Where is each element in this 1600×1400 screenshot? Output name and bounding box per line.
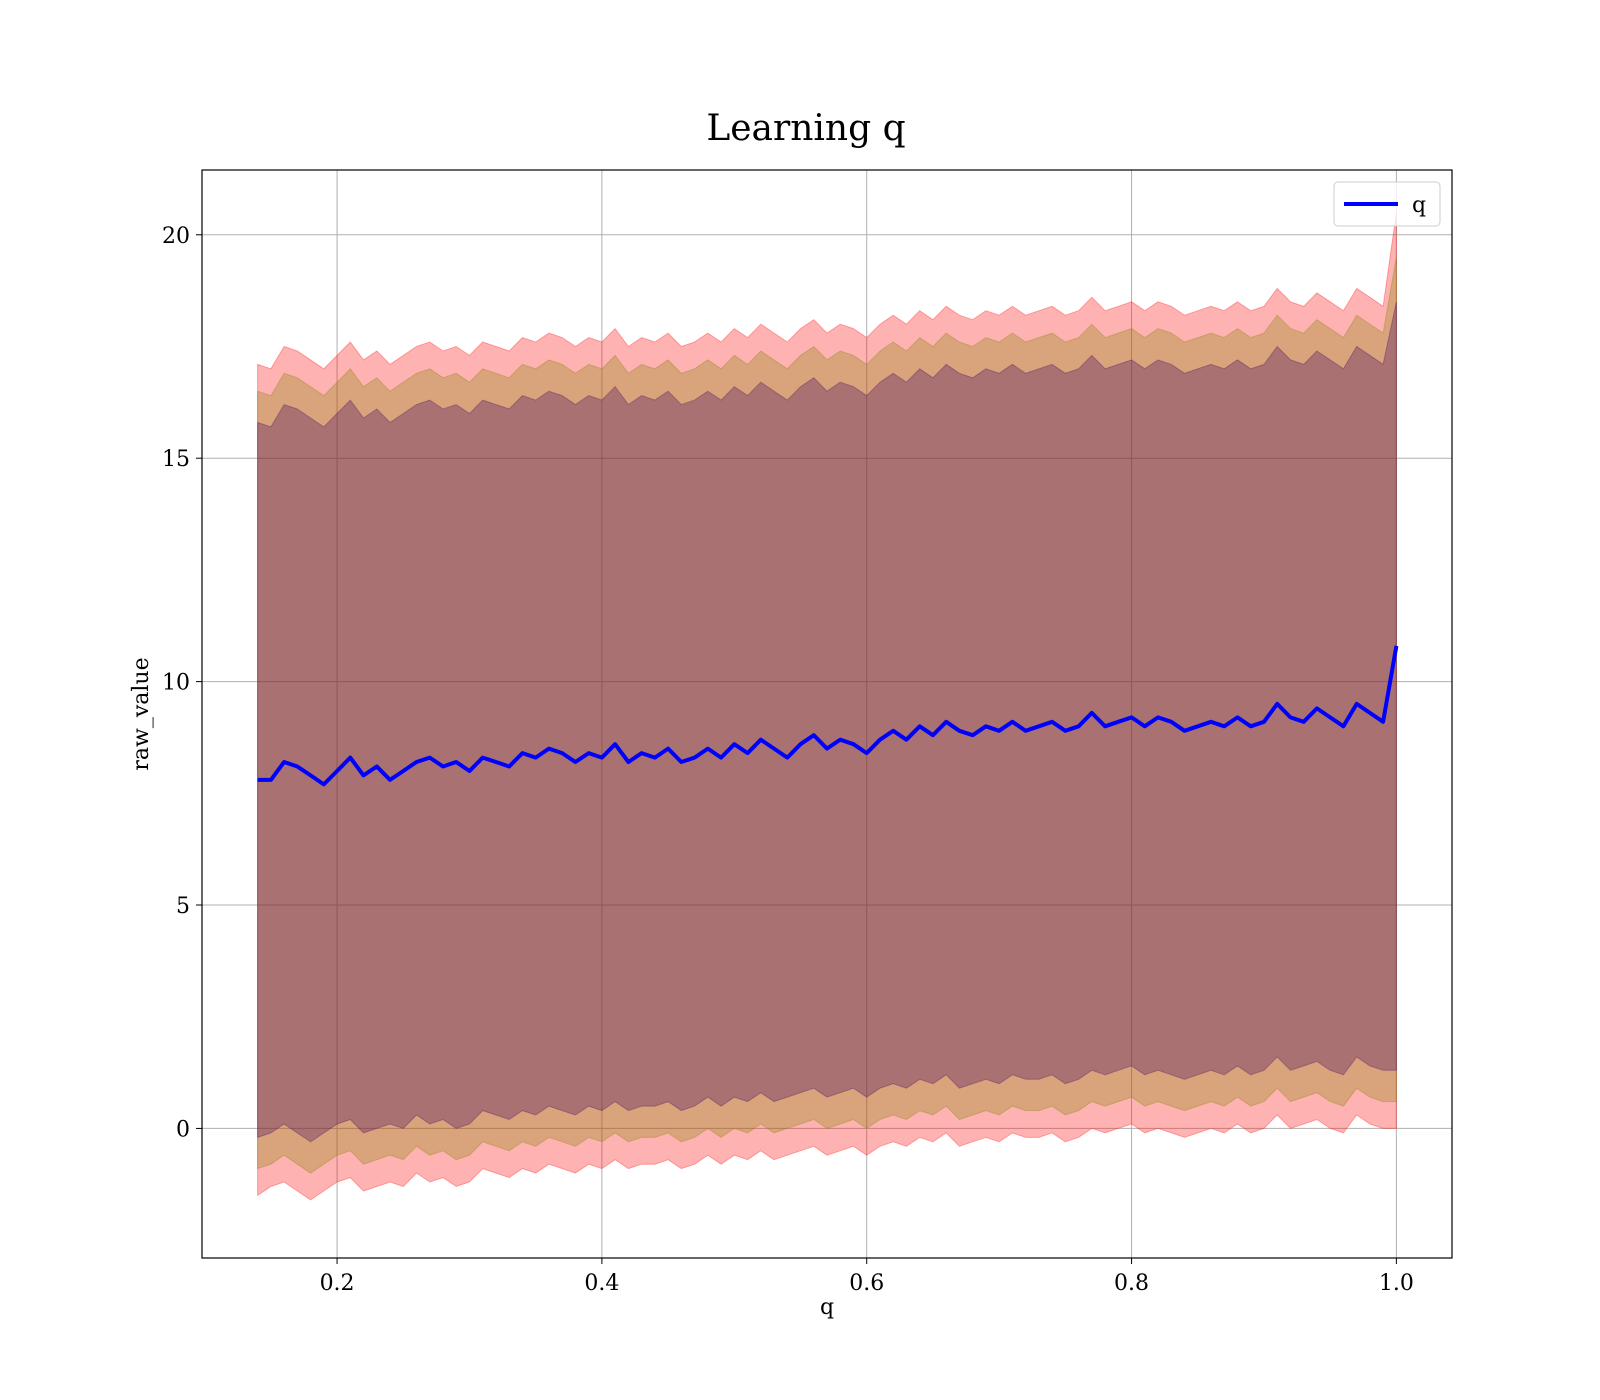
band-2 — [257, 301, 1397, 1143]
x-tick-label: 1.0 — [1379, 1271, 1414, 1296]
grid — [202, 170, 1452, 1258]
y-tick-label: 5 — [176, 894, 190, 919]
x-tick-label: 0.6 — [849, 1271, 884, 1296]
y-axis-ticks: 0 5 10 15 20 — [162, 224, 202, 1142]
confidence-bands — [257, 212, 1397, 1201]
plot-frame — [201, 169, 1453, 1259]
series-lines — [257, 645, 1399, 787]
chart-title: Learning q — [706, 108, 905, 149]
x-tick-label: 0.4 — [584, 1271, 619, 1296]
y-tick-label: 0 — [176, 1117, 190, 1142]
legend: q — [1333, 181, 1441, 227]
y-tick-label: 20 — [162, 224, 190, 249]
x-tick-label: 0.8 — [1114, 1271, 1149, 1296]
x-axis-ticks: 0.2 0.4 0.6 0.8 1.0 — [320, 1258, 1414, 1296]
series-line-q — [257, 645, 1399, 787]
x-axis-label: q — [820, 1295, 834, 1320]
band-0 — [257, 212, 1397, 1201]
band-1 — [257, 257, 1397, 1174]
legend-label-q: q — [1412, 193, 1426, 218]
y-tick-label: 10 — [162, 671, 190, 696]
y-tick-label: 15 — [162, 447, 190, 472]
y-axis-label: raw_value — [129, 657, 154, 770]
x-tick-label: 0.2 — [320, 1271, 355, 1296]
